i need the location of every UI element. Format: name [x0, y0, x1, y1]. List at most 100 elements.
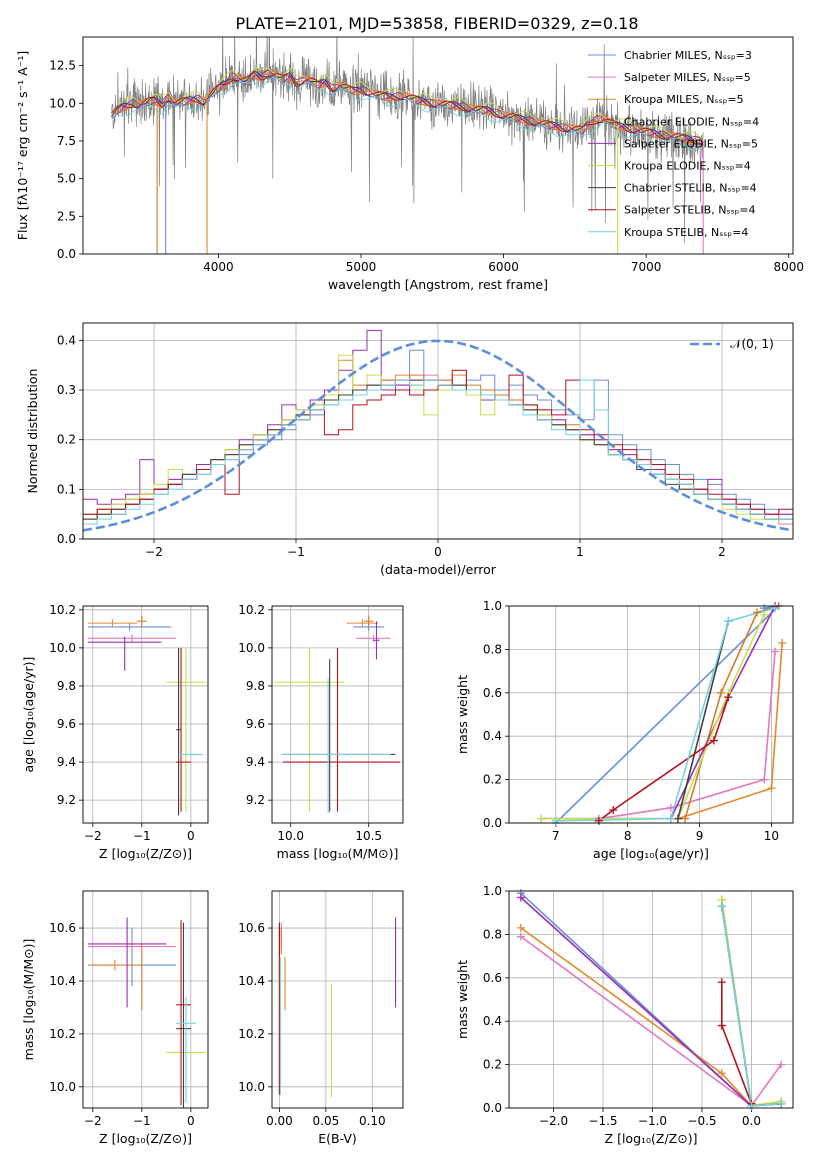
histogram-step-line [83, 369, 793, 539]
y-axis-label: age [log₁₀(age/yr)] [21, 657, 36, 773]
massweight-marker [681, 814, 690, 823]
massweight-marker [777, 1060, 786, 1069]
x-tick-label: 0.0 [742, 1114, 761, 1128]
axes-frame [82, 605, 209, 824]
y-tick-label: 0.6 [483, 686, 502, 700]
histogram-step-line [83, 379, 793, 539]
y-tick-label: 10.2 [238, 1027, 265, 1041]
y-tick-label: 9.6 [246, 717, 265, 731]
x-tick-label: −2 [84, 829, 102, 843]
y-axis-label: mass [log₁₀(M/M⊙)] [21, 939, 36, 1061]
massweight-marker [717, 688, 726, 697]
ticks: 7 8 9 10 0.0 0.2 0.4 0.6 0.8 1.0 [483, 599, 779, 843]
x-axis-label: age [log₁₀(age/yr)] [593, 846, 709, 861]
massweight-vs-age-panel: 7 8 9 10 0.0 0.2 0.4 0.6 0.8 1.0 age [log₁₀(age/yr… [455, 599, 794, 861]
y-tick-label: 0.1 [57, 482, 76, 496]
plot-area [275, 615, 400, 814]
legend: 𝒩(0, 1) [690, 337, 774, 351]
plot-area [87, 615, 206, 816]
massweight-line [677, 621, 730, 819]
y-tick-label: 0.8 [483, 642, 502, 656]
x-tick-label: 8000 [773, 260, 804, 274]
y-tick-label: 9.2 [57, 793, 76, 807]
massweight-marker [747, 1101, 756, 1110]
axes-frame [82, 890, 209, 1109]
x-tick-label: 6000 [488, 260, 519, 274]
x-tick-label: −2 [84, 1114, 102, 1128]
x-tick-label: 7 [552, 829, 560, 843]
ticks: −2 −1 0 9.2 9.4 9.6 9.8 10.0 10.2 [49, 603, 194, 843]
y-tick-label: 7.5 [57, 134, 76, 148]
x-tick-label: −2 [145, 545, 163, 559]
x-tick-label: 8 [624, 829, 632, 843]
massweight-marker [666, 814, 675, 823]
x-tick-label: −1 [133, 829, 151, 843]
x-tick-label: 4000 [203, 260, 234, 274]
axes-frame [82, 322, 794, 540]
massweight-marker [724, 693, 733, 702]
massweight-line [520, 892, 782, 1107]
mass-vs-metallicity-panel: −2 −1 0 10.0 10.2 10.4 10.6 Z [log₁₀(Z/Z⊙)] mass… [21, 890, 209, 1146]
ticks: 0.00 0.05 0.10 10.0 10.2 10.4 10.6 [238, 921, 385, 1128]
x-axis-label: mass [log₁₀(M/M⊙)] [277, 846, 399, 861]
x-axis-label: Z [log₁₀(Z/Z⊙)] [99, 846, 192, 861]
y-tick-label: 2.5 [57, 209, 76, 223]
y-tick-label: 0.0 [57, 247, 76, 261]
legend-label: Kroupa ELODIE, Nₛₛₚ=4 [624, 160, 751, 173]
x-tick-label: −1 [133, 1114, 151, 1128]
y-axis-label: Flux [fλ10⁻¹⁷ erg cm⁻² s⁻¹ A⁻¹] [15, 51, 30, 240]
y-axis-label: mass weight [455, 675, 470, 754]
y-tick-label: 9.4 [57, 755, 76, 769]
x-tick-label: −1.0 [638, 1114, 667, 1128]
y-tick-label: 10.0 [49, 641, 76, 655]
massweight-marker [537, 814, 546, 823]
x-tick-label: 10.5 [355, 829, 382, 843]
legend-label: 𝒩(0, 1) [730, 337, 774, 351]
x-tick-label: −1 [287, 545, 305, 559]
y-tick-label: 10.6 [238, 921, 265, 935]
spectrum-panel: 4000 5000 6000 7000 8000 0.0 2.5 5.0 7.5 10.0 12.5… [15, 36, 804, 292]
x-tick-label: 0.05 [313, 1114, 340, 1128]
plot-area [520, 892, 782, 1107]
ticks: −2 −1 0 1 2 0.0 0.1 0.2 0.3 0.4 [57, 333, 726, 559]
massweight-line [555, 607, 776, 822]
observed-spectrum-line [111, 37, 704, 244]
y-tick-label: 1.0 [483, 884, 502, 898]
age-vs-metallicity-panel: −2 −1 0 9.2 9.4 9.6 9.8 10.0 10.2 Z [log₁₀(Z/Z⊙)]… [21, 603, 209, 861]
y-axis-label: mass weight [455, 960, 470, 1039]
x-axis-label: Z [log₁₀(Z/Z⊙)] [605, 1131, 698, 1146]
y-tick-label: 0.6 [483, 971, 502, 985]
massweight-marker [771, 647, 780, 656]
x-axis-label: Z [log₁₀(Z/Z⊙)] [99, 1131, 192, 1146]
y-tick-label: 10.2 [238, 603, 265, 617]
y-tick-label: 10.0 [238, 641, 265, 655]
y-tick-label: 10.6 [49, 921, 76, 935]
legend-label: Kroupa STELIB, Nₛₛₚ=4 [624, 226, 748, 239]
x-tick-label: 0.10 [359, 1114, 386, 1128]
massweight-marker [767, 784, 776, 793]
massweight-marker [717, 1021, 726, 1030]
x-tick-label: 0.00 [266, 1114, 293, 1128]
ticks: 4000 5000 6000 7000 8000 0.0 2.5 5.0 7.5 10.0 12.5 [49, 59, 804, 274]
axes-frame [271, 605, 404, 824]
legend: Chabrier MILES, Nₛₛₚ=3 Salpeter MILES, Nₛ… [588, 49, 759, 239]
massweight-marker [551, 816, 560, 825]
x-tick-label: 9 [696, 829, 704, 843]
y-tick-label: 0.2 [57, 433, 76, 447]
y-tick-label: 0.2 [483, 773, 502, 787]
legend-label: Chabrier STELIB, Nₛₛₚ=4 [624, 182, 757, 195]
massweight-marker [760, 775, 769, 784]
x-axis-label: E(B-V) [318, 1131, 357, 1146]
page-title: PLATE=2101, MJD=53858, FIBERID=0329, z=0… [235, 14, 638, 33]
massweight-marker [724, 617, 733, 626]
x-tick-label: 0 [187, 1114, 195, 1128]
y-tick-label: 12.5 [49, 59, 76, 73]
y-tick-label: 9.2 [246, 793, 265, 807]
massweight-marker [717, 978, 726, 987]
axes-frame [82, 36, 794, 255]
x-tick-label: 1 [576, 545, 584, 559]
x-tick-label: 0 [187, 829, 195, 843]
y-tick-label: 10.0 [49, 96, 76, 110]
y-tick-label: 0.2 [483, 1058, 502, 1072]
